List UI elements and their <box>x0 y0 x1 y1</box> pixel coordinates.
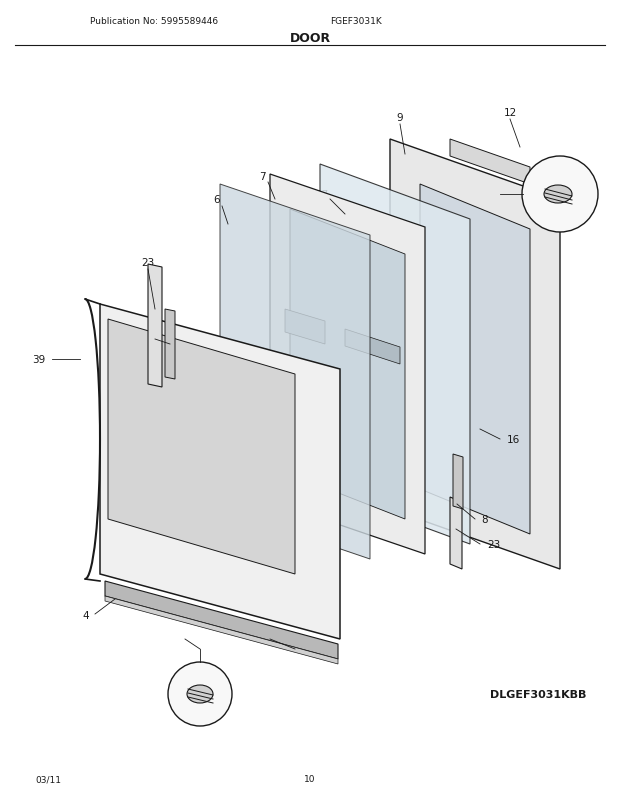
Ellipse shape <box>187 685 213 703</box>
Polygon shape <box>320 164 470 545</box>
Text: 23: 23 <box>141 257 154 268</box>
Text: 17: 17 <box>316 190 329 200</box>
Polygon shape <box>148 265 162 387</box>
Text: 3: 3 <box>302 644 309 654</box>
Polygon shape <box>100 305 340 639</box>
Text: 7: 7 <box>259 172 265 182</box>
Circle shape <box>522 157 598 233</box>
Text: 39: 39 <box>32 354 45 365</box>
Polygon shape <box>285 310 325 345</box>
Polygon shape <box>270 175 425 554</box>
Text: DLGEF3031KBB: DLGEF3031KBB <box>490 689 587 699</box>
Circle shape <box>168 662 232 726</box>
Polygon shape <box>450 497 462 569</box>
Text: 52: 52 <box>135 331 148 342</box>
Ellipse shape <box>544 186 572 204</box>
Polygon shape <box>108 320 295 574</box>
Text: 6: 6 <box>214 195 220 205</box>
Text: Publication No: 5995589446: Publication No: 5995589446 <box>90 18 218 26</box>
Polygon shape <box>105 596 338 664</box>
Text: 10: 10 <box>554 183 567 192</box>
Polygon shape <box>390 140 560 569</box>
Polygon shape <box>420 184 530 534</box>
Polygon shape <box>220 184 370 559</box>
Polygon shape <box>450 140 530 184</box>
Text: FGEF3031K: FGEF3031K <box>330 18 382 26</box>
Text: 60B: 60B <box>190 689 210 699</box>
Text: 16: 16 <box>507 435 520 444</box>
Polygon shape <box>345 330 400 365</box>
Polygon shape <box>290 210 405 520</box>
Text: 8: 8 <box>481 514 487 525</box>
Text: 03/11: 03/11 <box>35 775 61 784</box>
Polygon shape <box>453 455 463 509</box>
Text: 9: 9 <box>397 113 404 123</box>
Text: 23: 23 <box>487 539 500 549</box>
Text: 10: 10 <box>304 775 316 784</box>
Text: DOOR: DOOR <box>290 31 330 44</box>
Text: eReplacementParts.com: eReplacementParts.com <box>250 475 370 484</box>
Text: 12: 12 <box>503 107 516 118</box>
Text: 4: 4 <box>82 610 89 620</box>
Polygon shape <box>165 310 175 379</box>
Polygon shape <box>105 581 338 659</box>
